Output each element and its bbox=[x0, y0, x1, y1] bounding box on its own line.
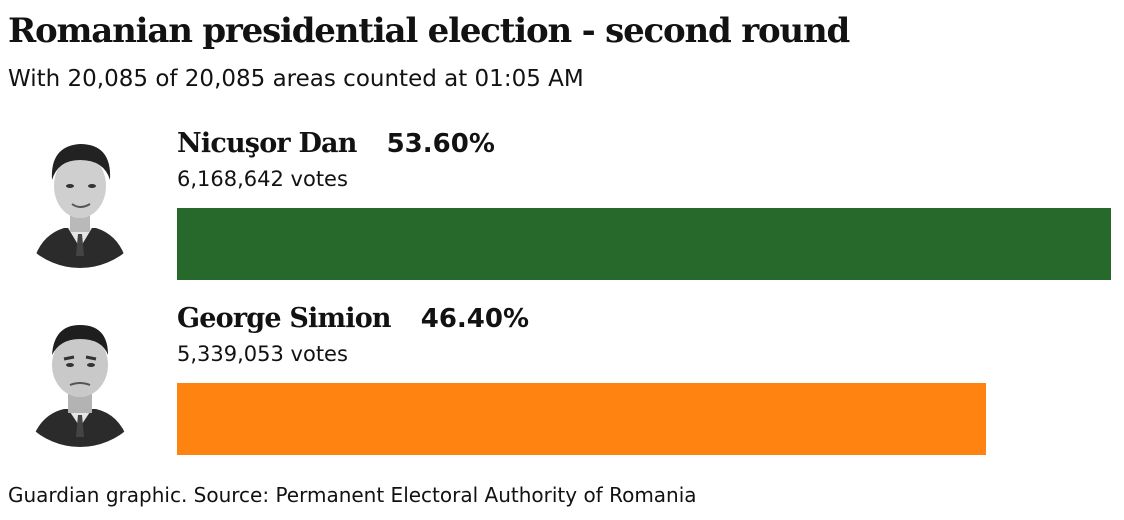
candidate-votes: 5,339,053 votes bbox=[177, 342, 348, 366]
candidate-header: George Simion 46.40% bbox=[177, 299, 529, 342]
bar-george-simion bbox=[177, 383, 986, 455]
candidate-name: George Simion bbox=[177, 303, 392, 334]
chart-subtitle: With 20,085 of 20,085 areas counted at 0… bbox=[8, 66, 584, 92]
portrait-icon bbox=[8, 124, 152, 268]
candidate-row: Nicuşor Dan 53.60% 6,168,642 votes bbox=[0, 122, 1124, 292]
candidate-percent-label: 46.40% bbox=[420, 304, 530, 334]
candidate-votes: 6,168,642 votes bbox=[177, 167, 348, 191]
bar-nicusor-dan bbox=[177, 208, 1111, 280]
bar-track bbox=[177, 383, 1111, 455]
portrait-icon bbox=[8, 303, 152, 447]
candidate-avatar bbox=[8, 303, 152, 447]
source-note: Guardian graphic. Source: Permanent Elec… bbox=[8, 483, 697, 507]
chart-title: Romanian presidential election - second … bbox=[8, 11, 850, 51]
candidate-row: George Simion 46.40% 5,339,053 votes bbox=[0, 297, 1124, 467]
candidate-percent-label: 53.60% bbox=[386, 129, 495, 159]
candidate-header: Nicuşor Dan 53.60% bbox=[177, 124, 495, 167]
candidate-name: Nicuşor Dan bbox=[177, 128, 357, 159]
bar-track bbox=[177, 208, 1111, 280]
candidate-avatar bbox=[8, 124, 152, 268]
